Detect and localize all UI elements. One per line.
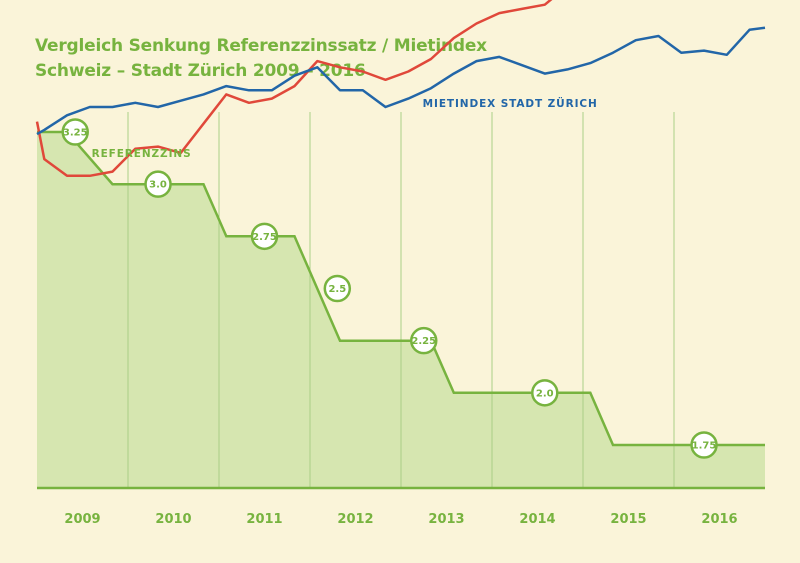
rate-bubble-2.75	[250, 222, 279, 251]
rate-bubble-1.75	[690, 431, 718, 459]
x-tick-label-2015: 2015	[610, 512, 646, 527]
rate-bubble-2.0	[531, 379, 559, 407]
series-label-referenzzins: REFERENZZINS	[92, 148, 192, 160]
rate-label-1.75: 1.75	[692, 441, 717, 452]
mietindex-stadt-zuerich-line	[36, 26, 766, 136]
chart-title: Vergleich Senkung Referenzzinssatz / Mie…	[35, 36, 487, 56]
mietindex-schweiz-line	[35, 0, 553, 178]
rate-label-2.0: 2.0	[536, 388, 554, 399]
x-tick-label-2013: 2013	[428, 512, 464, 527]
rate-label-2.25: 2.25	[411, 336, 436, 347]
x-tick-label-2010: 2010	[155, 512, 191, 527]
chart-title-block: Vergleich Senkung Referenzzinssatz / Mie…	[35, 34, 487, 84]
rate-bubble-2.25	[410, 326, 438, 355]
series-label-mietindex-schweiz: MIETINDEX SCHWEIZ	[409, 0, 548, 1]
rate-bubble-2.5	[323, 274, 352, 303]
rate-label-3.25: 3.25	[63, 128, 88, 139]
x-tick-label-2016: 2016	[701, 512, 737, 527]
x-tick-label-2011: 2011	[246, 512, 282, 527]
x-tick-label-2009: 2009	[64, 512, 100, 527]
series-label-mietindex-stadt-zuerich: MIETINDEX STADT ZÜRICH	[423, 96, 598, 110]
rate-label-2.5: 2.5	[328, 284, 346, 295]
rate-label-3.0: 3.0	[149, 180, 167, 191]
x-tick-label-2014: 2014	[519, 512, 555, 527]
rate-label-2.75: 2.75	[252, 232, 277, 243]
x-tick-label-2012: 2012	[337, 512, 373, 527]
chart-subtitle: Schweiz – Stadt Zürich 2009 – 2016	[35, 61, 366, 81]
referenzzins-line	[37, 130, 765, 447]
rate-bubble-3.0	[144, 170, 172, 198]
rate-bubble-3.25	[61, 118, 89, 146]
